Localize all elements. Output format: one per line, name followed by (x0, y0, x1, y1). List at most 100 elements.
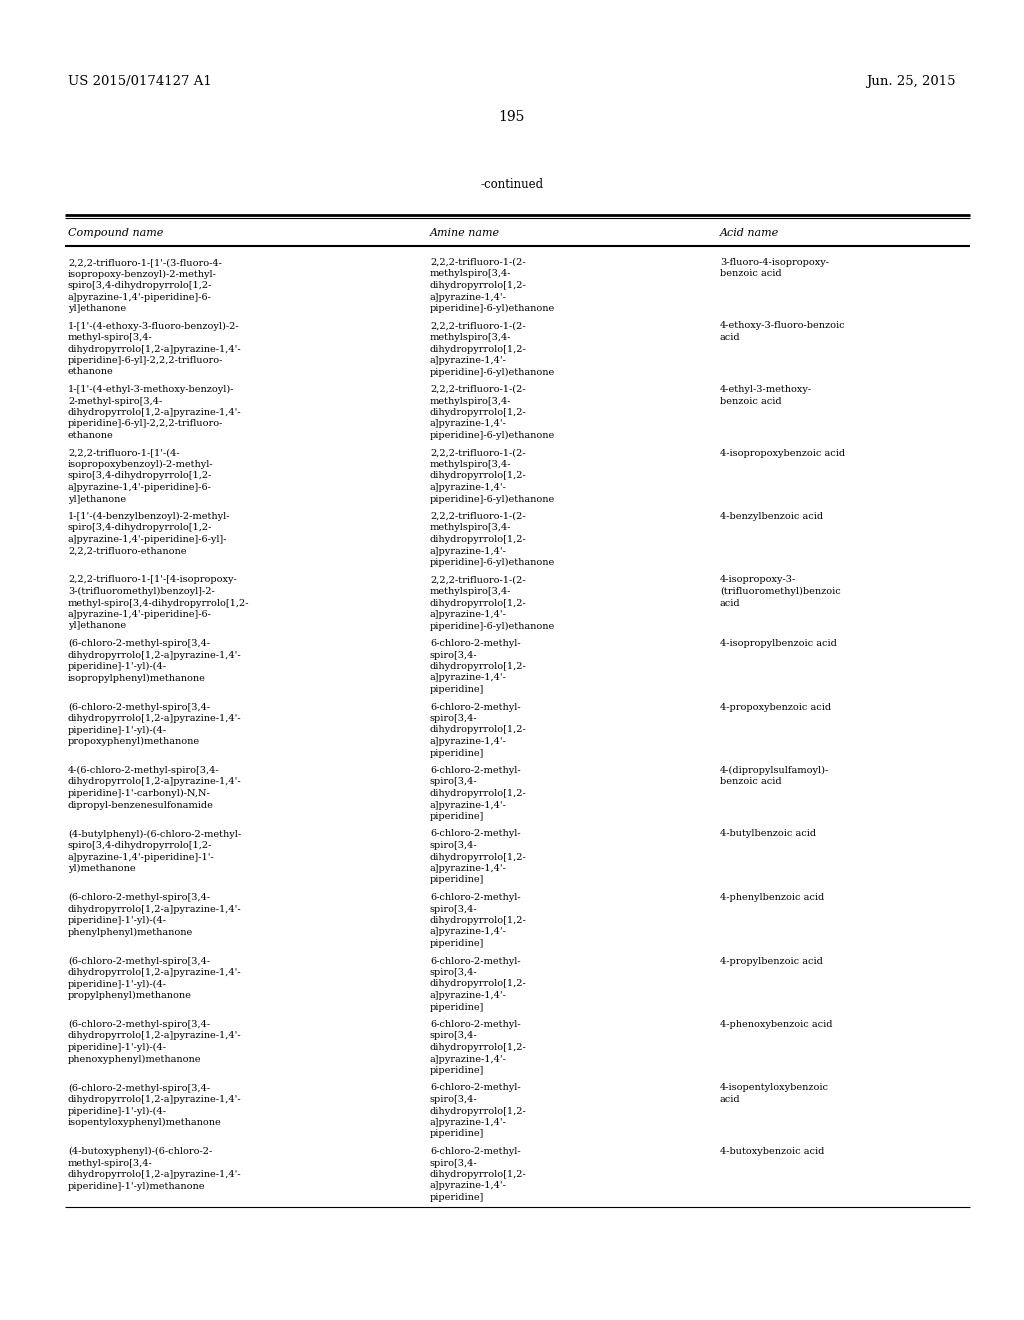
Text: benzoic acid: benzoic acid (720, 396, 781, 405)
Text: dihydropyrrolo[1,2-: dihydropyrrolo[1,2- (430, 979, 526, 989)
Text: a]pyrazine-1,4'-: a]pyrazine-1,4'- (430, 420, 507, 429)
Text: 2,2,2-trifluoro-1-[1'-(3-fluoro-4-: 2,2,2-trifluoro-1-[1'-(3-fluoro-4- (68, 257, 222, 267)
Text: 2,2,2-trifluoro-1-(2-: 2,2,2-trifluoro-1-(2- (430, 576, 525, 585)
Text: (trifluoromethyl)benzoic: (trifluoromethyl)benzoic (720, 587, 841, 597)
Text: piperidine]-1'-yl)-(4-: piperidine]-1'-yl)-(4- (68, 979, 167, 989)
Text: piperidine]-6-yl)ethanone: piperidine]-6-yl)ethanone (430, 432, 555, 440)
Text: spiro[3,4-dihydropyrrolo[1,2-: spiro[3,4-dihydropyrrolo[1,2- (68, 524, 212, 532)
Text: piperidine]-1'-yl)-(4-: piperidine]-1'-yl)-(4- (68, 916, 167, 925)
Text: 6-chloro-2-methyl-: 6-chloro-2-methyl- (430, 1084, 520, 1093)
Text: isopropoxybenzoyl)-2-methyl-: isopropoxybenzoyl)-2-methyl- (68, 459, 214, 469)
Text: dihydropyrrolo[1,2-: dihydropyrrolo[1,2- (430, 853, 526, 862)
Text: dihydropyrrolo[1,2-: dihydropyrrolo[1,2- (430, 726, 526, 734)
Text: piperidine]-1'-yl)-(4-: piperidine]-1'-yl)-(4- (68, 1043, 167, 1052)
Text: (4-butylphenyl)-(6-chloro-2-methyl-: (4-butylphenyl)-(6-chloro-2-methyl- (68, 829, 241, 838)
Text: 4-butoxybenzoic acid: 4-butoxybenzoic acid (720, 1147, 824, 1156)
Text: 6-chloro-2-methyl-: 6-chloro-2-methyl- (430, 1147, 520, 1156)
Text: piperidine]-6-yl)ethanone: piperidine]-6-yl)ethanone (430, 304, 555, 313)
Text: 4-ethoxy-3-fluoro-benzoic: 4-ethoxy-3-fluoro-benzoic (720, 322, 846, 330)
Text: yl)methanone: yl)methanone (68, 865, 135, 873)
Text: spiro[3,4-: spiro[3,4- (430, 777, 477, 787)
Text: propoxyphenyl)methanone: propoxyphenyl)methanone (68, 737, 200, 746)
Text: methyl-spiro[3,4-: methyl-spiro[3,4- (68, 1159, 153, 1167)
Text: 6-chloro-2-methyl-: 6-chloro-2-methyl- (430, 1020, 520, 1030)
Text: dihydropyrrolo[1,2-: dihydropyrrolo[1,2- (430, 789, 526, 799)
Text: 2,2,2-trifluoro-1-(2-: 2,2,2-trifluoro-1-(2- (430, 385, 525, 393)
Text: (4-butoxyphenyl)-(6-chloro-2-: (4-butoxyphenyl)-(6-chloro-2- (68, 1147, 212, 1156)
Text: 2-methyl-spiro[3,4-: 2-methyl-spiro[3,4- (68, 396, 162, 405)
Text: ethanone: ethanone (68, 367, 114, 376)
Text: 6-chloro-2-methyl-: 6-chloro-2-methyl- (430, 766, 520, 775)
Text: piperidine]-1'-yl)-(4-: piperidine]-1'-yl)-(4- (68, 726, 167, 735)
Text: methyl-spiro[3,4-: methyl-spiro[3,4- (68, 333, 153, 342)
Text: a]pyrazine-1,4'-piperidine]-6-: a]pyrazine-1,4'-piperidine]-6- (68, 483, 212, 492)
Text: piperidine]: piperidine] (430, 812, 484, 821)
Text: piperidine]: piperidine] (430, 1130, 484, 1138)
Text: a]pyrazine-1,4'-: a]pyrazine-1,4'- (430, 1055, 507, 1064)
Text: phenylphenyl)methanone: phenylphenyl)methanone (68, 928, 194, 937)
Text: piperidine]-6-yl]-2,2,2-trifluoro-: piperidine]-6-yl]-2,2,2-trifluoro- (68, 356, 223, 366)
Text: dihydropyrrolo[1,2-a]pyrazine-1,4'-: dihydropyrrolo[1,2-a]pyrazine-1,4'- (68, 968, 242, 977)
Text: dihydropyrrolo[1,2-a]pyrazine-1,4'-: dihydropyrrolo[1,2-a]pyrazine-1,4'- (68, 904, 242, 913)
Text: dihydropyrrolo[1,2-: dihydropyrrolo[1,2- (430, 535, 526, 544)
Text: a]pyrazine-1,4'-: a]pyrazine-1,4'- (430, 737, 507, 746)
Text: spiro[3,4-: spiro[3,4- (430, 651, 477, 660)
Text: 4-propoxybenzoic acid: 4-propoxybenzoic acid (720, 702, 831, 711)
Text: yl]ethanone: yl]ethanone (68, 304, 126, 313)
Text: 4-isopropoxy-3-: 4-isopropoxy-3- (720, 576, 797, 585)
Text: ethanone: ethanone (68, 432, 114, 440)
Text: 1-[1'-(4-ethyl-3-methoxy-benzoyl)-: 1-[1'-(4-ethyl-3-methoxy-benzoyl)- (68, 385, 234, 395)
Text: 4-isopropoxybenzoic acid: 4-isopropoxybenzoic acid (720, 449, 845, 458)
Text: a]pyrazine-1,4'-: a]pyrazine-1,4'- (430, 293, 507, 301)
Text: 6-chloro-2-methyl-: 6-chloro-2-methyl- (430, 829, 520, 838)
Text: piperidine]-6-yl)ethanone: piperidine]-6-yl)ethanone (430, 495, 555, 504)
Text: 2,2,2-trifluoro-1-(2-: 2,2,2-trifluoro-1-(2- (430, 449, 525, 458)
Text: 2,2,2-trifluoro-1-[1'-[4-isopropoxy-: 2,2,2-trifluoro-1-[1'-[4-isopropoxy- (68, 576, 237, 585)
Text: dihydropyrrolo[1,2-a]pyrazine-1,4'-: dihydropyrrolo[1,2-a]pyrazine-1,4'- (68, 1170, 242, 1179)
Text: (6-chloro-2-methyl-spiro[3,4-: (6-chloro-2-methyl-spiro[3,4- (68, 1020, 210, 1030)
Text: isopentyloxyphenyl)methanone: isopentyloxyphenyl)methanone (68, 1118, 222, 1127)
Text: acid: acid (720, 598, 740, 607)
Text: 6-chloro-2-methyl-: 6-chloro-2-methyl- (430, 894, 520, 902)
Text: 4-ethyl-3-methoxy-: 4-ethyl-3-methoxy- (720, 385, 812, 393)
Text: a]pyrazine-1,4'-piperidine]-6-: a]pyrazine-1,4'-piperidine]-6- (68, 610, 212, 619)
Text: dihydropyrrolo[1,2-a]pyrazine-1,4'-: dihydropyrrolo[1,2-a]pyrazine-1,4'- (68, 714, 242, 723)
Text: 6-chloro-2-methyl-: 6-chloro-2-methyl- (430, 957, 520, 965)
Text: piperidine]-1'-yl)-(4-: piperidine]-1'-yl)-(4- (68, 1106, 167, 1115)
Text: dihydropyrrolo[1,2-a]pyrazine-1,4'-: dihydropyrrolo[1,2-a]pyrazine-1,4'- (68, 1031, 242, 1040)
Text: (6-chloro-2-methyl-spiro[3,4-: (6-chloro-2-methyl-spiro[3,4- (68, 957, 210, 966)
Text: methylspiro[3,4-: methylspiro[3,4- (430, 459, 512, 469)
Text: piperidine]-6-yl)ethanone: piperidine]-6-yl)ethanone (430, 622, 555, 631)
Text: a]pyrazine-1,4'-piperidine]-6-: a]pyrazine-1,4'-piperidine]-6- (68, 293, 212, 301)
Text: Jun. 25, 2015: Jun. 25, 2015 (866, 75, 956, 88)
Text: methylspiro[3,4-: methylspiro[3,4- (430, 587, 512, 597)
Text: dihydropyrrolo[1,2-a]pyrazine-1,4'-: dihydropyrrolo[1,2-a]pyrazine-1,4'- (68, 408, 242, 417)
Text: acid: acid (720, 1096, 740, 1104)
Text: (6-chloro-2-methyl-spiro[3,4-: (6-chloro-2-methyl-spiro[3,4- (68, 894, 210, 902)
Text: dihydropyrrolo[1,2-: dihydropyrrolo[1,2- (430, 281, 526, 290)
Text: piperidine]: piperidine] (430, 685, 484, 694)
Text: dihydropyrrolo[1,2-: dihydropyrrolo[1,2- (430, 598, 526, 607)
Text: 4-isopentyloxybenzoic: 4-isopentyloxybenzoic (720, 1084, 829, 1093)
Text: a]pyrazine-1,4'-piperidine]-6-yl]-: a]pyrazine-1,4'-piperidine]-6-yl]- (68, 535, 227, 544)
Text: spiro[3,4-: spiro[3,4- (430, 1031, 477, 1040)
Text: a]pyrazine-1,4'-: a]pyrazine-1,4'- (430, 546, 507, 556)
Text: dihydropyrrolo[1,2-: dihydropyrrolo[1,2- (430, 663, 526, 671)
Text: 1-[1'-(4-ethoxy-3-fluoro-benzoyl)-2-: 1-[1'-(4-ethoxy-3-fluoro-benzoyl)-2- (68, 322, 240, 330)
Text: dihydropyrrolo[1,2-: dihydropyrrolo[1,2- (430, 1170, 526, 1179)
Text: dihydropyrrolo[1,2-: dihydropyrrolo[1,2- (430, 345, 526, 354)
Text: spiro[3,4-: spiro[3,4- (430, 841, 477, 850)
Text: Acid name: Acid name (720, 228, 779, 238)
Text: dihydropyrrolo[1,2-: dihydropyrrolo[1,2- (430, 1106, 526, 1115)
Text: 4-butylbenzoic acid: 4-butylbenzoic acid (720, 829, 816, 838)
Text: a]pyrazine-1,4'-: a]pyrazine-1,4'- (430, 1181, 507, 1191)
Text: 4-benzylbenzoic acid: 4-benzylbenzoic acid (720, 512, 823, 521)
Text: a]pyrazine-1,4'-: a]pyrazine-1,4'- (430, 673, 507, 682)
Text: spiro[3,4-dihydropyrrolo[1,2-: spiro[3,4-dihydropyrrolo[1,2- (68, 281, 212, 290)
Text: 195: 195 (499, 110, 525, 124)
Text: 1-[1'-(4-benzylbenzoyl)-2-methyl-: 1-[1'-(4-benzylbenzoyl)-2-methyl- (68, 512, 230, 521)
Text: piperidine]-1'-carbonyl)-N,N-: piperidine]-1'-carbonyl)-N,N- (68, 789, 211, 799)
Text: a]pyrazine-1,4'-: a]pyrazine-1,4'- (430, 610, 507, 619)
Text: spiro[3,4-: spiro[3,4- (430, 1159, 477, 1167)
Text: US 2015/0174127 A1: US 2015/0174127 A1 (68, 75, 212, 88)
